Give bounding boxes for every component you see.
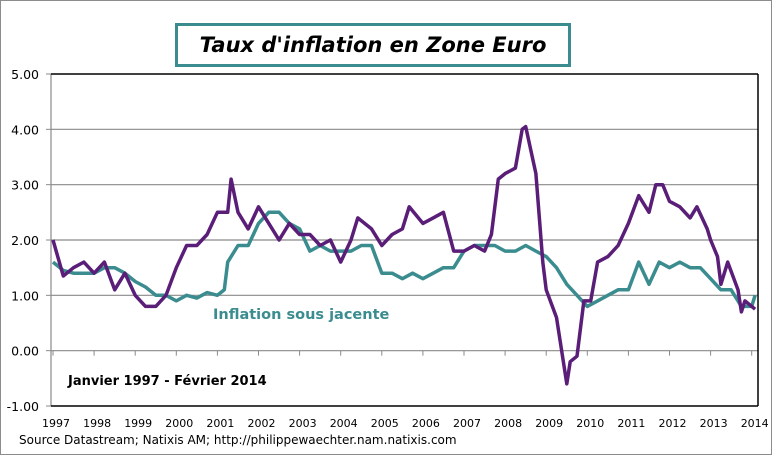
x-tick-label: 2000: [165, 417, 193, 430]
y-tick-label: 2.00: [11, 233, 39, 248]
x-tick-label: 1998: [83, 417, 111, 430]
x-tick-label: 1999: [124, 417, 152, 430]
series-line-headline-inflation: [51, 124, 757, 386]
series-label-core-inflation: Inflation sous jacente: [213, 307, 390, 323]
x-tick-label: 1997: [42, 417, 70, 430]
x-tick-label: 2011: [617, 417, 645, 430]
y-tick-label: 3.00: [11, 178, 39, 193]
x-tick-label: 2001: [206, 417, 234, 430]
y-tick-label: 4.00: [11, 122, 39, 137]
x-tick-label: 2014: [741, 417, 769, 430]
x-tick-label: 2004: [330, 417, 358, 430]
y-tick-label: 0.00: [11, 344, 39, 359]
y-tick-label: 5.00: [11, 67, 39, 82]
x-tick-label: 2006: [412, 417, 440, 430]
y-tick-label: 1.00: [11, 288, 39, 303]
x-tick-label: 2007: [453, 417, 481, 430]
x-tick-label: 2008: [494, 417, 522, 430]
x-tick-label: 2010: [576, 417, 604, 430]
series-line-core-inflation: [51, 210, 757, 309]
x-tick-label: 2012: [659, 417, 687, 430]
x-tick-label: 2009: [535, 417, 563, 430]
source-note: Source Datastream; Natixis AM; http://ph…: [19, 433, 457, 447]
y-tick-label: -1.00: [7, 399, 39, 414]
x-tick-label: 2005: [371, 417, 399, 430]
period-annotation: Janvier 1997 - Février 2014: [68, 374, 267, 389]
x-tick-label: 2013: [700, 417, 728, 430]
chart-title: Taux d'inflation en Zone Euro: [175, 23, 571, 67]
x-tick-label: 2003: [289, 417, 317, 430]
x-tick-label: 2002: [248, 417, 276, 430]
